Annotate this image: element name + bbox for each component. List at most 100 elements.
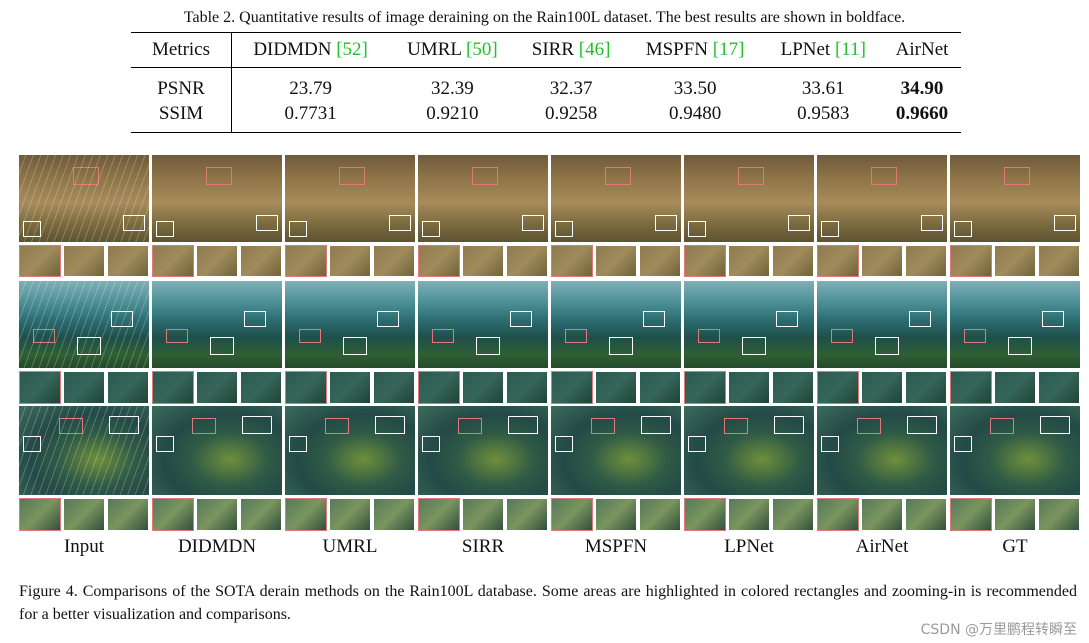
zoom-crop	[152, 245, 194, 277]
zoom-crop-strip	[817, 498, 947, 531]
zoom-crop	[728, 371, 770, 404]
column-label: Input	[63, 536, 105, 557]
zoom-crop-strip	[285, 498, 415, 531]
zoom-crop	[1038, 498, 1080, 531]
highlight-rectangle	[609, 337, 633, 355]
highlight-rectangle	[742, 337, 766, 355]
zoom-crop	[684, 245, 726, 277]
zoom-crop	[905, 371, 947, 404]
highlight-rectangle	[206, 167, 232, 185]
zoom-crop-strip	[152, 245, 282, 277]
highlight-rectangle	[555, 436, 573, 452]
zoom-crop	[240, 245, 282, 277]
result-image	[19, 281, 149, 368]
highlight-rectangle	[289, 436, 307, 452]
highlight-rectangle	[476, 337, 500, 355]
zoom-crop	[595, 371, 637, 404]
result-image	[950, 155, 1080, 242]
zoom-crop-strip	[817, 245, 947, 277]
column-label: DIDMDN	[177, 536, 257, 557]
result-image	[285, 281, 415, 368]
zoom-crop	[551, 371, 593, 404]
highlight-rectangle	[1004, 167, 1030, 185]
result-image	[684, 281, 814, 368]
table-cell: 32.39	[431, 77, 474, 99]
result-image	[418, 155, 548, 242]
highlight-rectangle	[1054, 215, 1076, 231]
zoom-crop-strip	[684, 371, 814, 404]
highlight-rectangle	[774, 416, 804, 434]
method-header: LPNet [11]	[780, 39, 866, 60]
zoom-crop	[462, 498, 504, 531]
zoom-crop	[152, 498, 194, 531]
result-image	[152, 155, 282, 242]
results-table: Metrics DIDMDN [52] UMRL [50] SIRR [46] …	[131, 32, 961, 133]
highlight-rectangle	[954, 221, 972, 237]
comparison-figure: Input DIDMDN UMRL SIRR MSPFN LPNet AirNet GT	[19, 155, 1080, 557]
zoom-crop	[506, 498, 548, 531]
zoom-crop	[240, 371, 282, 404]
zoom-crop	[817, 371, 859, 404]
zoom-crop	[1038, 371, 1080, 404]
result-image	[817, 281, 947, 368]
zoom-crop	[418, 498, 460, 531]
highlight-rectangle	[821, 436, 839, 452]
highlight-rectangle	[605, 167, 631, 185]
zoom-crop	[950, 498, 992, 531]
zoom-crop	[506, 371, 548, 404]
highlight-rectangle	[432, 329, 454, 343]
highlight-rectangle	[1008, 337, 1032, 355]
result-image	[684, 155, 814, 242]
zoom-crop	[684, 371, 726, 404]
result-image	[950, 281, 1080, 368]
table-cell: 32.37	[549, 77, 593, 99]
method-column: MSPFN	[551, 155, 681, 557]
highlight-rectangle	[821, 221, 839, 237]
highlight-rectangle	[77, 337, 101, 355]
zoom-crop-strip	[19, 498, 149, 531]
zoom-crop	[107, 371, 149, 404]
highlight-rectangle	[1042, 311, 1064, 327]
highlight-rectangle	[510, 311, 532, 327]
zoom-crop	[861, 498, 903, 531]
highlight-rectangle	[299, 329, 321, 343]
highlight-rectangle	[641, 416, 671, 434]
zoom-crop	[639, 245, 681, 277]
highlight-rectangle	[964, 329, 986, 343]
column-label: GT	[1002, 536, 1028, 557]
highlight-rectangle	[643, 311, 665, 327]
column-label: UMRL	[322, 536, 378, 557]
highlight-rectangle	[776, 311, 798, 327]
highlight-rectangle	[256, 215, 278, 231]
zoom-crop	[329, 371, 371, 404]
zoom-crop-strip	[418, 245, 548, 277]
highlight-rectangle	[565, 329, 587, 343]
zoom-crop	[418, 371, 460, 404]
column-label: SIRR	[461, 536, 505, 557]
table-row: PSNR 23.79 32.39 32.37 33.50 33.61 34.90	[131, 67, 961, 101]
column-label: LPNet	[724, 536, 774, 557]
zoom-crop	[462, 371, 504, 404]
zoom-crop	[728, 498, 770, 531]
zoom-crop-strip	[551, 245, 681, 277]
zoom-crop	[285, 245, 327, 277]
result-image	[285, 406, 415, 495]
table-cell-best: 0.9660	[895, 102, 949, 124]
table-cell: 23.79	[289, 77, 332, 99]
result-image	[684, 406, 814, 495]
highlight-rectangle	[156, 221, 174, 237]
method-header: AirNet	[895, 39, 949, 60]
zoom-crop	[595, 245, 637, 277]
metric-label: SSIM	[131, 101, 232, 133]
highlight-rectangle	[109, 416, 139, 434]
highlight-rectangle	[831, 329, 853, 343]
highlight-rectangle	[698, 329, 720, 343]
method-header: SIRR [46]	[531, 39, 611, 60]
highlight-rectangle	[343, 337, 367, 355]
highlight-rectangle	[377, 311, 399, 327]
zoom-crop-strip	[551, 371, 681, 404]
zoom-crop-strip	[19, 245, 149, 277]
zoom-crop-strip	[817, 371, 947, 404]
highlight-rectangle	[688, 221, 706, 237]
zoom-crop	[1038, 245, 1080, 277]
